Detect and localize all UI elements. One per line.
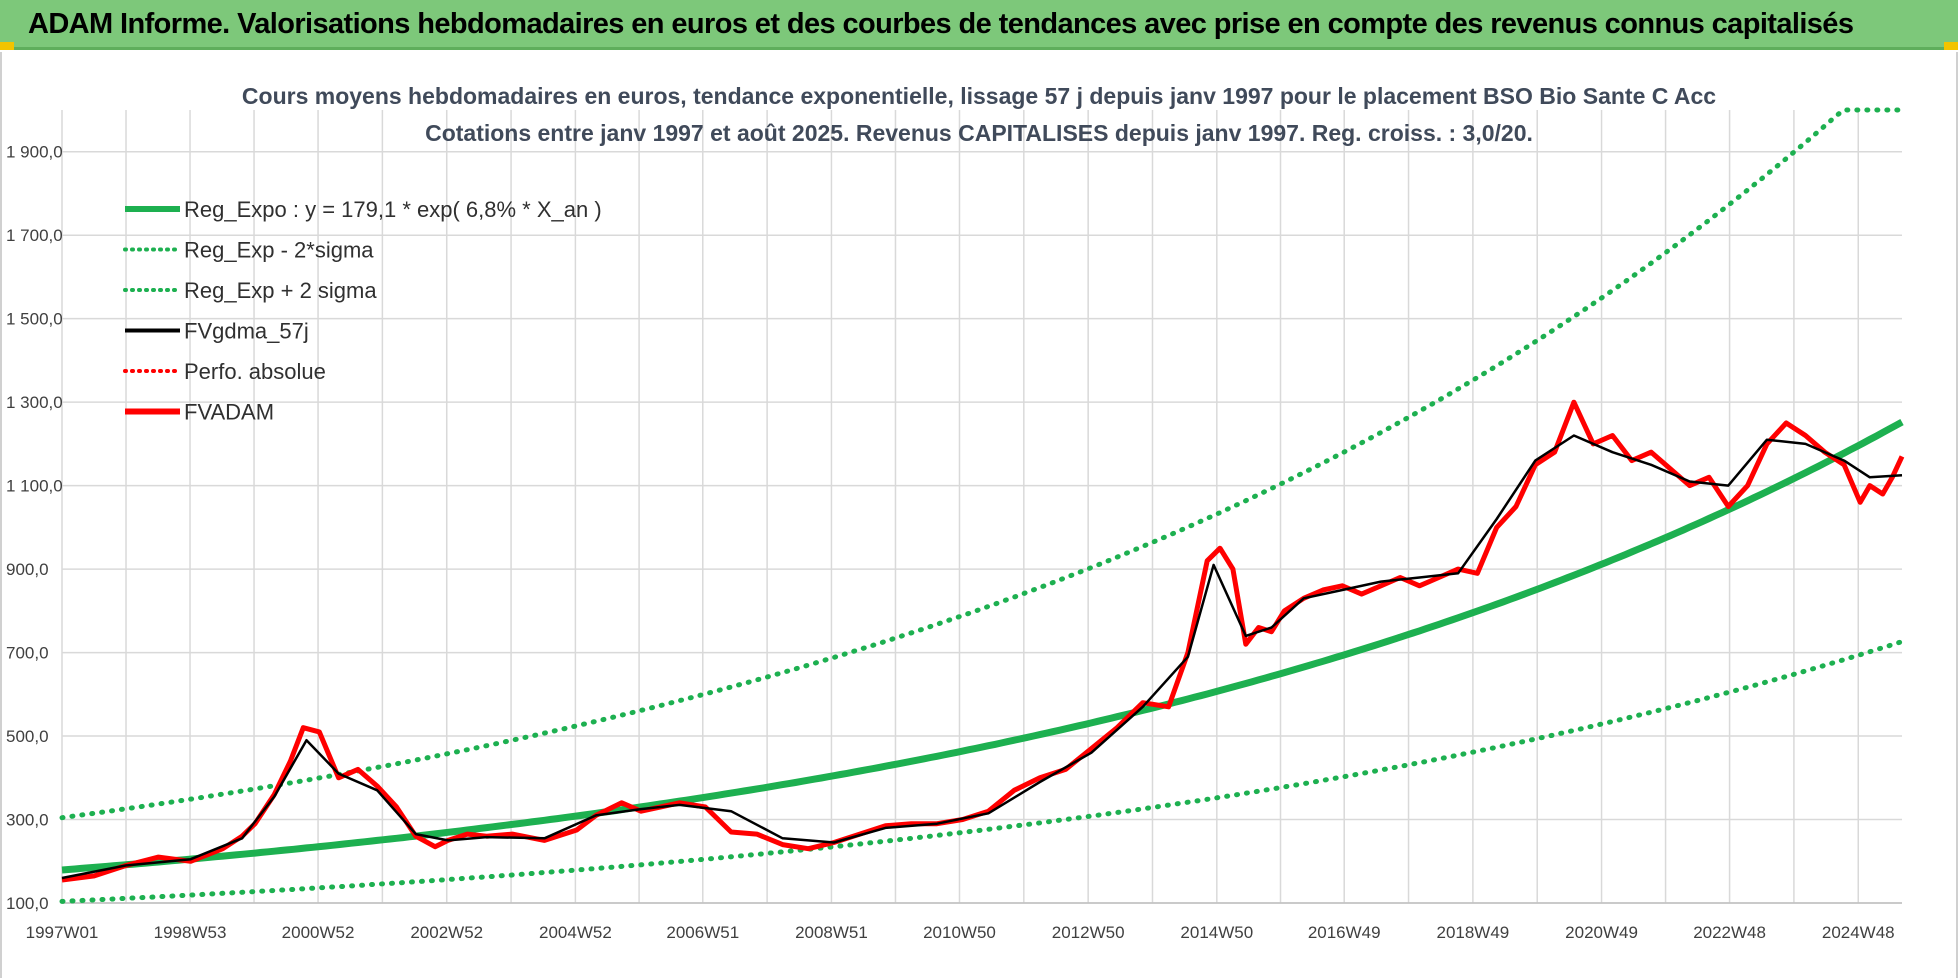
report-title: ADAM Informe. Valorisations hebdomadaire… [28, 8, 1854, 40]
legend-reg-exp-minus-2-sigma: Reg_Exp - 2*sigma [123, 238, 374, 263]
legend-fvadam: FVADAM [125, 400, 274, 425]
x-tick-label: 2000W52 [282, 923, 355, 942]
chart-series [59, 107, 1905, 904]
x-tick-label: 1997W01 [26, 923, 99, 942]
y-tick-label: 500,0 [6, 727, 49, 746]
legend-fvgdma-57j-label: FVgdma_57j [184, 319, 309, 344]
y-axis-ticks: 100,0 300,0 500,0 700,0 900,0 1 100,0 1 300,0 1… [6, 143, 63, 913]
y-tick-label: 300,0 [6, 811, 49, 830]
y-tick-label: 1 900,0 [6, 143, 63, 162]
chart-subtitle: Cotations entre janv 1997 et août 2025. … [425, 120, 1533, 146]
reg-exp-minus-2-sigma-line [59, 639, 1905, 904]
x-tick-label: 2008W51 [795, 923, 868, 942]
x-tick-label: 2014W50 [1180, 923, 1253, 942]
corner-marker-left [0, 42, 14, 50]
legend-perfo-absolue-label: Perfo. absolue [184, 359, 326, 384]
legend-reg-expo-label: Reg_Expo : y = 179,1 * exp( 6,8% * X_an … [184, 197, 602, 222]
reg-expo-line [61, 419, 1904, 874]
x-tick-label: 2012W50 [1052, 923, 1125, 942]
fvgdma-57j-line [61, 434, 1903, 880]
x-tick-label: 2010W50 [923, 923, 996, 942]
legend-reg-exp-minus-2-sigma-label: Reg_Exp - 2*sigma [184, 238, 374, 263]
y-tick-label: 100,0 [6, 894, 49, 913]
x-tick-label: 2018W49 [1436, 923, 1509, 942]
y-tick-label: 1 700,0 [6, 226, 63, 245]
y-tick-label: 1 300,0 [6, 393, 63, 412]
x-tick-label: 2020W49 [1565, 923, 1638, 942]
x-tick-label: 2002W52 [410, 923, 483, 942]
y-tick-label: 1 100,0 [6, 477, 63, 496]
x-tick-label: 2016W49 [1308, 923, 1381, 942]
fvadam-line [61, 399, 1905, 883]
x-axis-ticks: 1997W01 1998W53 2000W52 2002W52 2004W52 2006W… [26, 923, 1895, 942]
legend-reg-expo: Reg_Expo : y = 179,1 * exp( 6,8% * X_an … [125, 197, 602, 222]
report-banner: ADAM Informe. Valorisations hebdomadaire… [0, 0, 1958, 50]
chart-title: Cours moyens hebdomadaires en euros, ten… [242, 83, 1716, 109]
chart-grid [61, 110, 1902, 904]
chart-frame [0, 52, 1958, 978]
y-tick-label: 1 500,0 [6, 310, 63, 329]
corner-marker-right [1944, 42, 1958, 50]
x-tick-label: 2022W48 [1693, 923, 1766, 942]
x-tick-label: 2004W52 [539, 923, 612, 942]
x-tick-label: 1998W53 [154, 923, 227, 942]
x-tick-label: 2006W51 [666, 923, 739, 942]
legend-fvadam-label: FVADAM [184, 400, 274, 425]
legend-perfo-absolue: Perfo. absolue [123, 359, 326, 384]
y-tick-label: 900,0 [6, 560, 49, 579]
legend-fvgdma-57j: FVgdma_57j [125, 319, 309, 344]
legend-reg-exp-plus-2-sigma-label: Reg_Exp + 2 sigma [184, 278, 377, 303]
y-tick-label: 700,0 [6, 644, 49, 663]
x-tick-label: 2024W48 [1822, 923, 1895, 942]
legend-reg-exp-plus-2-sigma: Reg_Exp + 2 sigma [123, 278, 377, 303]
reg-exp-plus-2-sigma-line [59, 107, 1905, 821]
chart-legend: Reg_Expo : y = 179,1 * exp( 6,8% * X_an … [123, 197, 602, 425]
